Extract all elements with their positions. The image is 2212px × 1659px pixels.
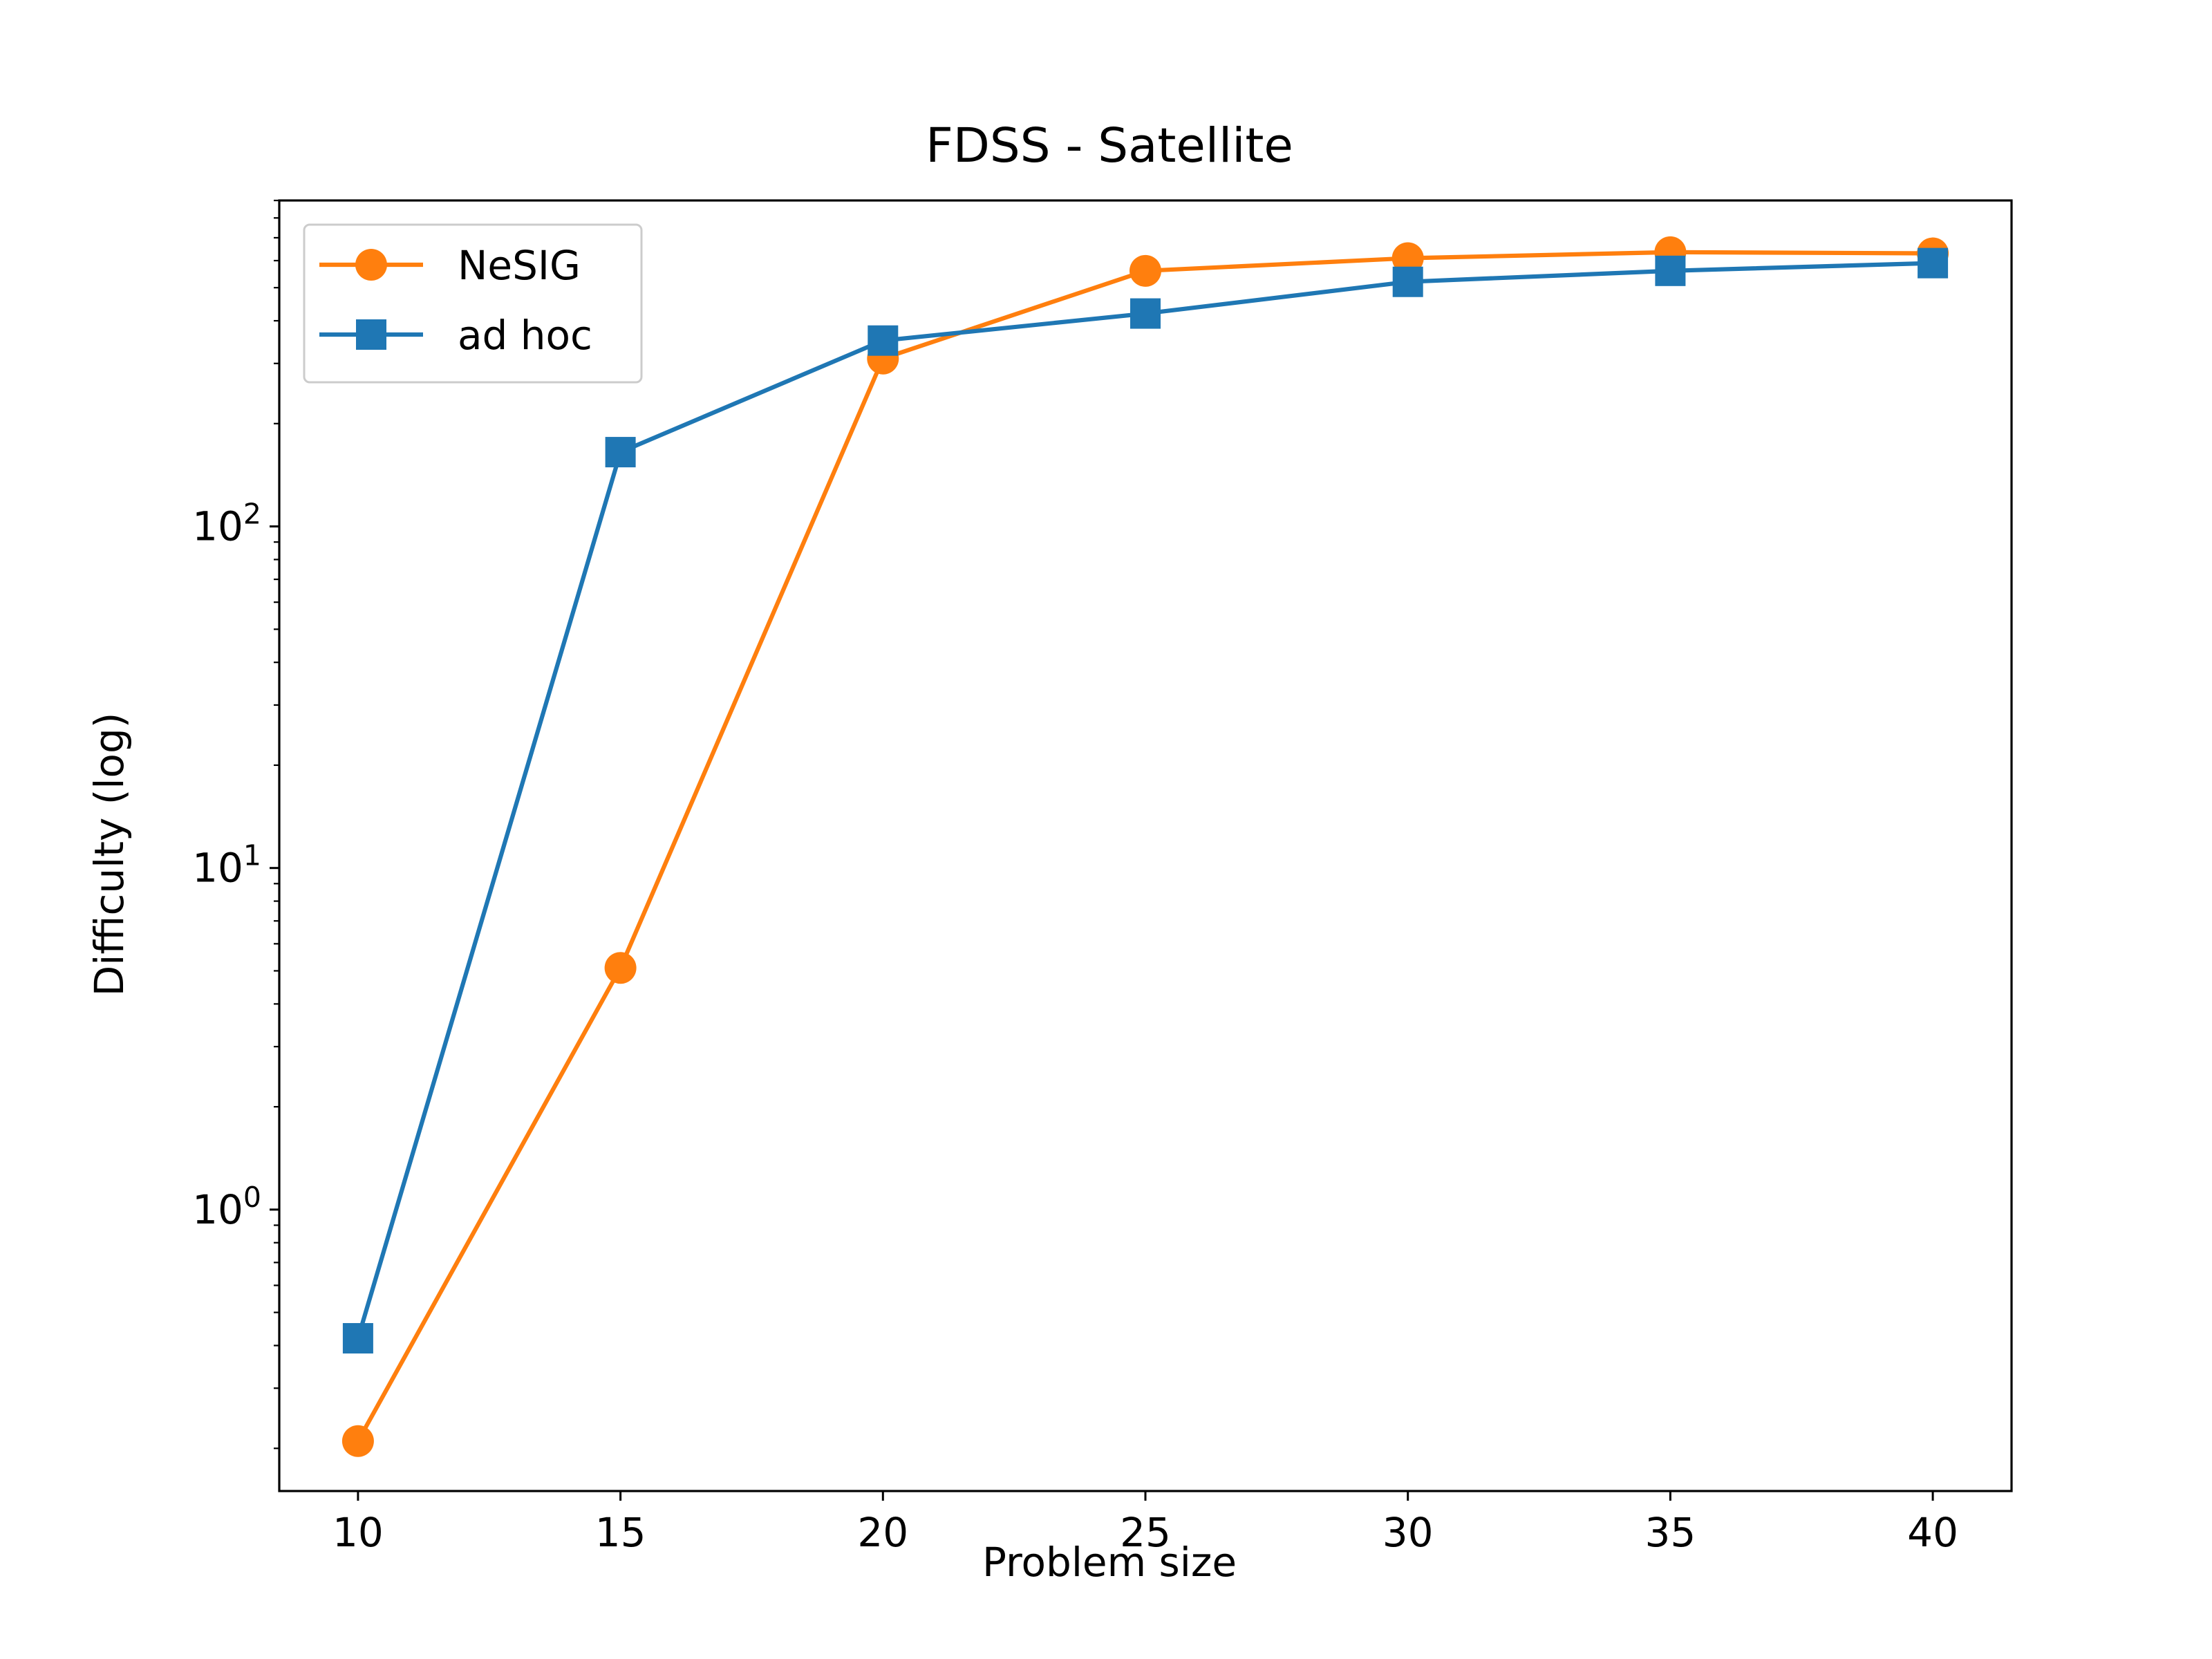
y-tick-label: 102 bbox=[192, 498, 261, 550]
x-tick-label: 35 bbox=[1644, 1509, 1696, 1556]
x-tick-label: 25 bbox=[1120, 1509, 1171, 1556]
data-point-ad-hoc bbox=[1392, 266, 1423, 297]
x-tick-label: 30 bbox=[1382, 1509, 1434, 1556]
data-point-nesig bbox=[1130, 254, 1161, 287]
data-point-nesig bbox=[341, 1425, 374, 1457]
data-point-ad-hoc bbox=[342, 1323, 373, 1354]
legend-marker-ad-hoc bbox=[356, 319, 386, 350]
data-point-ad-hoc bbox=[868, 325, 899, 356]
x-axis-label: Problem size bbox=[982, 1539, 1237, 1586]
data-point-nesig bbox=[604, 952, 637, 984]
x-tick-label: 40 bbox=[1907, 1509, 1958, 1556]
legend-label-nesig: NeSIG bbox=[458, 242, 581, 289]
y-tick-label: 100 bbox=[192, 1181, 261, 1233]
series-nesig bbox=[341, 236, 1949, 1457]
x-tick-label: 10 bbox=[332, 1509, 384, 1556]
data-point-ad-hoc bbox=[605, 437, 636, 468]
y-tick-label: 101 bbox=[192, 839, 261, 892]
data-point-ad-hoc bbox=[1918, 247, 1949, 279]
legend-marker-nesig bbox=[355, 249, 387, 281]
chart-title: FDSS - Satellite bbox=[926, 118, 1293, 174]
x-tick-label: 20 bbox=[857, 1509, 908, 1556]
data-point-ad-hoc bbox=[1130, 298, 1161, 329]
y-axis-label: Difficulty (log) bbox=[86, 713, 133, 997]
plot-area: 10 15 20 25 30 35 40 100 101 102 bbox=[192, 199, 2013, 1556]
legend-label-ad-hoc: ad hoc bbox=[458, 312, 592, 359]
legend: NeSIG ad hoc bbox=[303, 223, 643, 384]
series-ad-hoc bbox=[342, 247, 1949, 1354]
data-point-nesig bbox=[1391, 242, 1424, 274]
x-tick-label: 15 bbox=[595, 1509, 646, 1556]
data-point-ad-hoc bbox=[1655, 255, 1686, 286]
